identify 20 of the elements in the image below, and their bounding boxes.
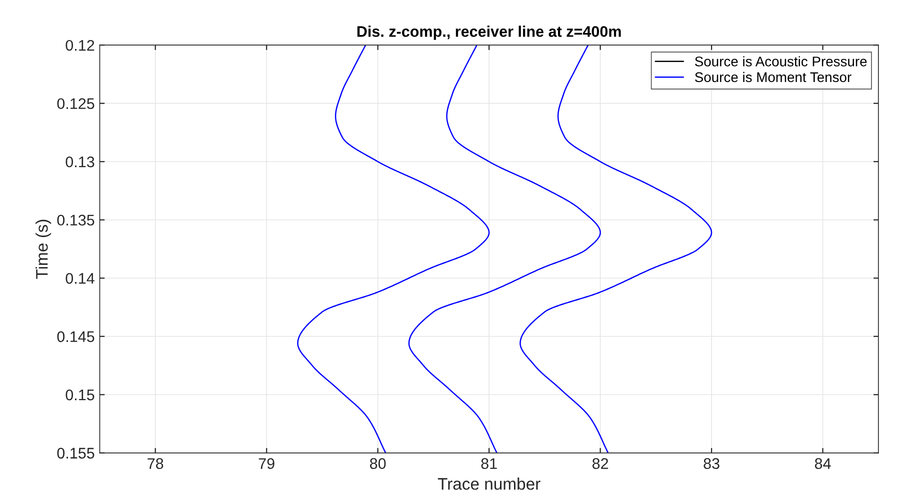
x-tick-label: 78 [148,458,164,469]
legend-label: Source is Acoustic Pressure [695,56,867,66]
y-tick-label: 0.15 [66,390,94,400]
x-tick-label: 83 [704,458,720,469]
y-tick-label: 0.125 [57,98,94,110]
x-tick-label: 81 [481,458,497,469]
chart-title: Dis. z-comp., receiver line at z=400m [357,26,621,40]
x-tick-label: 80 [370,458,386,469]
y-axis-title: Time (s) [36,220,52,279]
x-axis-title: Trace number [438,478,540,490]
y-tick-label: 0.155 [57,448,94,459]
y-tick-label: 0.13 [66,156,94,168]
x-tick-label: 82 [592,458,608,469]
y-tick-label: 0.12 [66,40,94,51]
legend-label: Source is Moment Tensor [695,72,852,82]
x-tick-label: 79 [258,458,274,469]
y-tick-label: 0.14 [66,272,94,284]
x-tick-label: 84 [814,458,831,469]
y-tick-label: 0.145 [57,331,94,342]
y-tick-label: 0.135 [57,214,94,226]
